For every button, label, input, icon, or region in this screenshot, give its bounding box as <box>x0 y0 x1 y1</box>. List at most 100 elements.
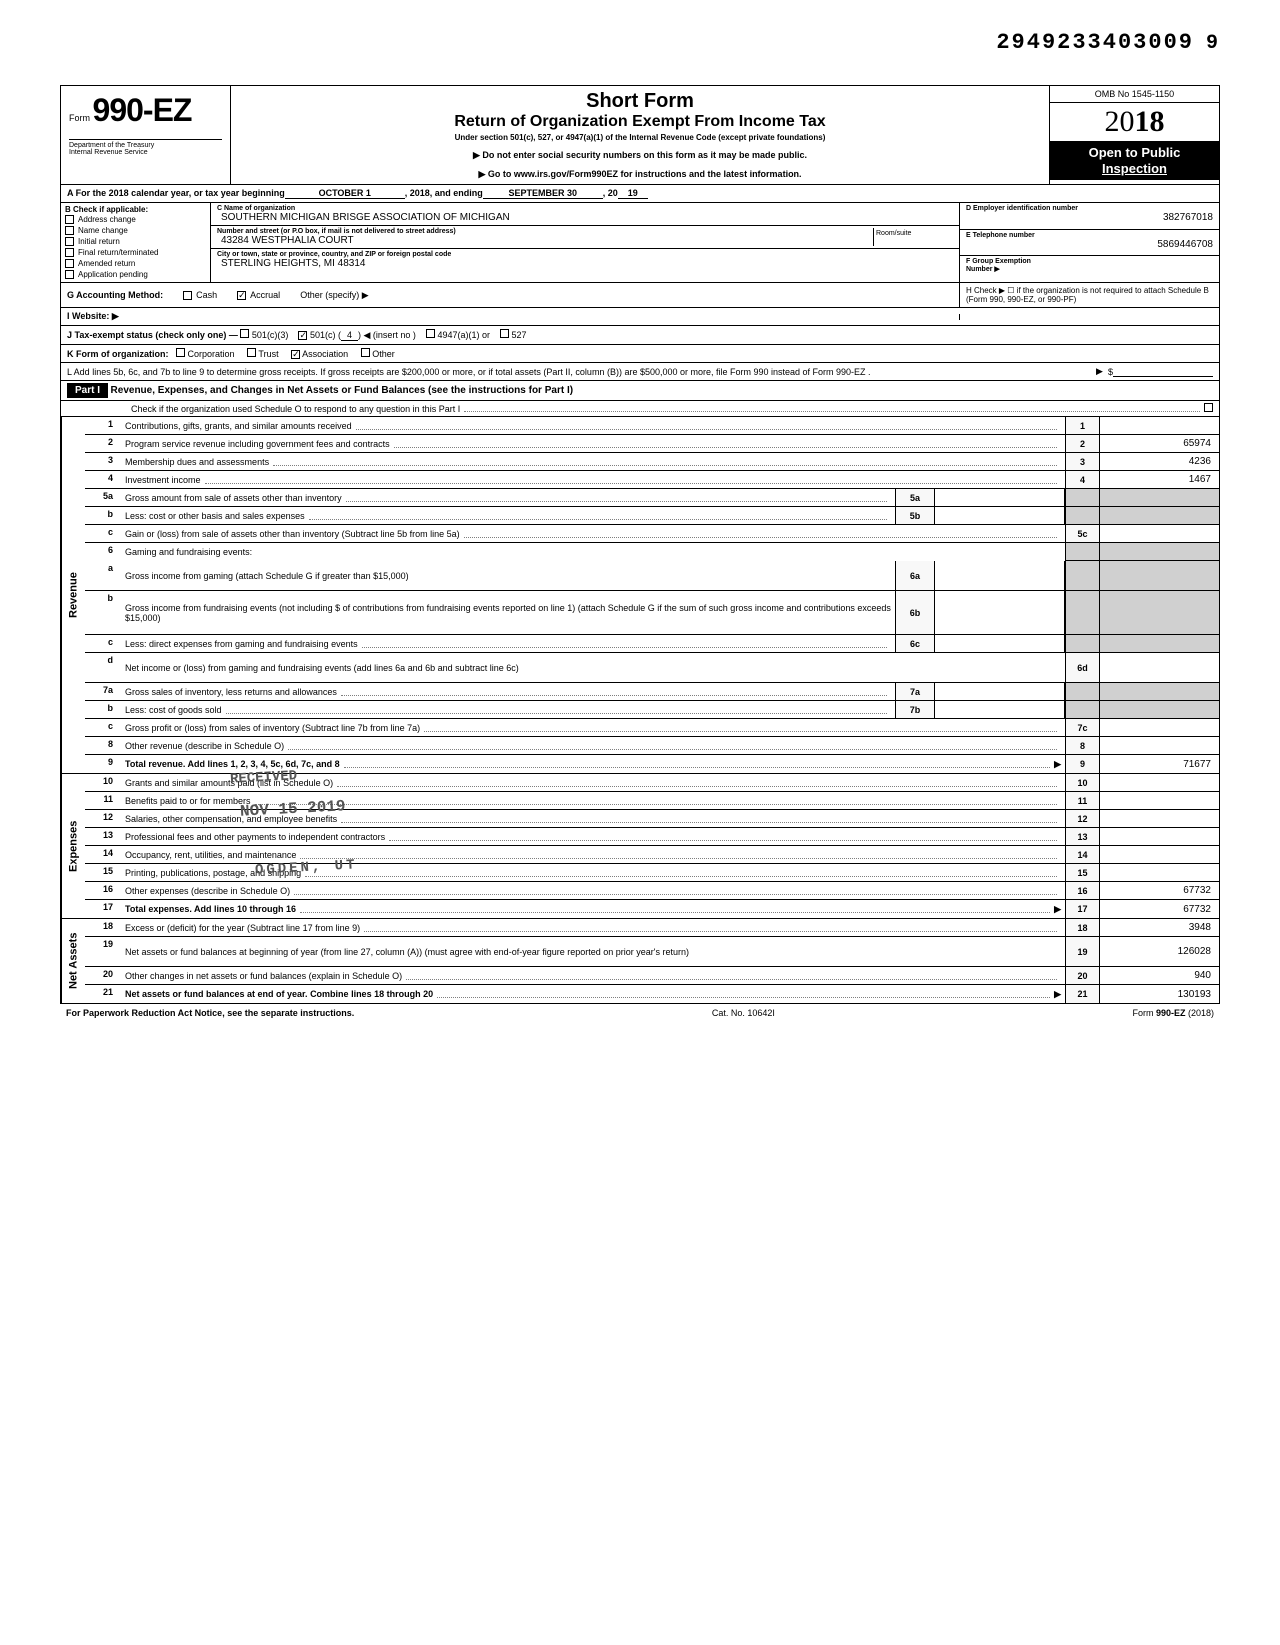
section-b: B Check if applicable: Address change Na… <box>61 203 211 282</box>
title-sub: Return of Organization Exempt From Incom… <box>239 113 1041 131</box>
line-a-yr[interactable]: 19 <box>618 188 648 199</box>
amt-20[interactable]: 940 <box>1099 967 1219 984</box>
d-value[interactable]: 382767018 <box>966 212 1213 223</box>
amt-18[interactable]: 3948 <box>1099 919 1219 936</box>
dept-text: Department of the Treasury Internal Reve… <box>69 139 222 156</box>
amt-9[interactable]: 71677 <box>1099 755 1219 773</box>
g-cash[interactable]: Cash <box>183 289 217 301</box>
amt-7c[interactable] <box>1099 719 1219 736</box>
i-label: I Website: ▶ <box>67 311 119 322</box>
line-21: 21 Net assets or fund balances at end of… <box>85 985 1219 1003</box>
amt-16[interactable]: 67732 <box>1099 882 1219 899</box>
amt-5c[interactable] <box>1099 525 1219 542</box>
check-final[interactable]: Final return/terminated <box>65 247 206 258</box>
amt-13[interactable] <box>1099 828 1219 845</box>
footer-right: Form 990-EZ (2018) <box>1132 1008 1214 1018</box>
amt-15[interactable] <box>1099 864 1219 881</box>
year-bold: 18 <box>1135 105 1165 138</box>
amt-7a[interactable] <box>935 683 1065 700</box>
inspection-text: Inspection <box>1054 161 1215 177</box>
j-501c-box[interactable] <box>298 331 307 340</box>
g-label: G Accounting Method: <box>67 290 163 300</box>
section-h: H Check ▶ ☐ if the organization is not r… <box>959 283 1219 307</box>
amt-6c[interactable] <box>935 635 1065 652</box>
line-6b: b Gross income from fundraising events (… <box>85 591 1219 635</box>
year-box: OMB No 1545-1150 2018 Open to Public Ins… <box>1049 86 1219 184</box>
j-527-box[interactable] <box>500 329 509 338</box>
line-3: 3 Membership dues and assessments 3 4236 <box>85 453 1219 471</box>
header-row: Form 990-EZ Department of the Treasury I… <box>61 86 1219 185</box>
line-9: 9 Total revenue. Add lines 1, 2, 3, 4, 5… <box>85 755 1219 773</box>
amt-6a[interactable] <box>935 561 1065 590</box>
amt-12[interactable] <box>1099 810 1219 827</box>
check-name[interactable]: Name change <box>65 225 206 236</box>
part1-check-text: Check if the organization used Schedule … <box>131 404 460 414</box>
c-name[interactable]: SOUTHERN MICHIGAN BRISGE ASSOCIATION OF … <box>217 212 953 223</box>
c-roomsuite: Room/suite <box>873 228 953 246</box>
section-i: I Website: ▶ <box>61 308 1219 326</box>
amt-2[interactable]: 65974 <box>1099 435 1219 452</box>
form-prefix: Form <box>69 113 90 123</box>
line-5b: b Less: cost or other basis and sales ex… <box>85 507 1219 525</box>
amt-21[interactable]: 130193 <box>1099 985 1219 1003</box>
k-corp-box[interactable] <box>176 348 185 357</box>
k-label: K Form of organization: <box>67 349 169 359</box>
j-a: 501(c)(3) <box>252 330 289 340</box>
check-amended[interactable]: Amended return <box>65 258 206 269</box>
k-assoc-box[interactable] <box>291 350 300 359</box>
amt-4[interactable]: 1467 <box>1099 471 1219 488</box>
amt-14[interactable] <box>1099 846 1219 863</box>
line-a-end[interactable]: SEPTEMBER 30 <box>483 188 603 199</box>
c-city[interactable]: STERLING HEIGHTS, MI 48314 <box>217 258 953 269</box>
section-b-header: B Check if applicable: <box>65 205 206 214</box>
e-value[interactable]: 5869446708 <box>966 239 1213 250</box>
amt-17[interactable]: 67732 <box>1099 900 1219 918</box>
line-16: 16 Other expenses (describe in Schedule … <box>85 882 1219 900</box>
line-5c: c Gain or (loss) from sale of assets oth… <box>85 525 1219 543</box>
footer-left: For Paperwork Reduction Act Notice, see … <box>66 1008 354 1018</box>
k-trust-box[interactable] <box>247 348 256 357</box>
line-1: 1 Contributions, gifts, grants, and simi… <box>85 417 1219 435</box>
line-8: 8 Other revenue (describe in Schedule O)… <box>85 737 1219 755</box>
amt-5b[interactable] <box>935 507 1065 524</box>
l-amount[interactable] <box>1113 376 1213 377</box>
check-initial[interactable]: Initial return <box>65 236 206 247</box>
g-accrual[interactable]: Accrual <box>237 289 280 301</box>
c-name-label: C Name of organization <box>217 205 953 212</box>
k-other-box[interactable] <box>361 348 370 357</box>
line-7b: b Less: cost of goods sold 7b <box>85 701 1219 719</box>
amt-1[interactable] <box>1099 417 1219 434</box>
check-pending[interactable]: Application pending <box>65 269 206 280</box>
section-g: G Accounting Method: Cash Accrual Other … <box>61 286 959 304</box>
amt-11[interactable] <box>1099 792 1219 809</box>
open-text: Open to Public <box>1054 145 1215 161</box>
omb: OMB No 1545-1150 <box>1050 86 1219 103</box>
c-city-label: City or town, state or province, country… <box>217 251 953 258</box>
section-def: D Employer identification number 3827670… <box>959 203 1219 282</box>
amt-3[interactable]: 4236 <box>1099 453 1219 470</box>
amt-7b[interactable] <box>935 701 1065 718</box>
check-address[interactable]: Address change <box>65 214 206 225</box>
amt-10[interactable] <box>1099 774 1219 791</box>
line-a-begin[interactable]: OCTOBER 1 <box>285 188 405 199</box>
section-k: K Form of organization: Corporation Trus… <box>61 345 1219 363</box>
j-4947-box[interactable] <box>426 329 435 338</box>
expenses-sidebar: Expenses <box>61 774 85 918</box>
amt-6d[interactable] <box>1099 653 1219 682</box>
amt-5a[interactable] <box>935 489 1065 506</box>
j-bn[interactable]: 4 <box>341 330 358 341</box>
amt-6b[interactable] <box>935 591 1065 634</box>
expenses-section: Expenses 10 Grants and similar amounts p… <box>61 774 1219 919</box>
line-19: 19 Net assets or fund balances at beginn… <box>85 937 1219 967</box>
part1-label: Part I <box>67 383 108 398</box>
k-corp: Corporation <box>188 349 235 359</box>
amt-19[interactable]: 126028 <box>1099 937 1219 966</box>
line-7c: c Gross profit or (loss) from sales of i… <box>85 719 1219 737</box>
part1-check-box[interactable] <box>1204 403 1213 412</box>
j-501c3-box[interactable] <box>240 329 249 338</box>
netassets-sidebar: Net Assets <box>61 919 85 1003</box>
k-trust: Trust <box>258 349 278 359</box>
amt-8[interactable] <box>1099 737 1219 754</box>
c-street[interactable]: 43284 WESTPHALIA COURT <box>217 235 873 246</box>
e-label: E Telephone number <box>966 232 1213 239</box>
